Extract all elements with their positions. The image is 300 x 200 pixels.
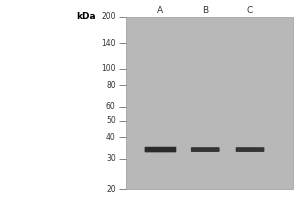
FancyBboxPatch shape — [145, 147, 176, 152]
Text: kDa: kDa — [76, 12, 96, 21]
Text: 20: 20 — [106, 185, 116, 194]
FancyBboxPatch shape — [236, 147, 264, 152]
Text: 30: 30 — [106, 154, 116, 163]
Text: 140: 140 — [101, 39, 116, 48]
Bar — [126, 17, 293, 189]
Text: 100: 100 — [101, 64, 116, 73]
Text: 50: 50 — [106, 116, 116, 125]
Text: 200: 200 — [101, 12, 116, 21]
FancyBboxPatch shape — [191, 147, 220, 152]
Text: 80: 80 — [106, 81, 116, 90]
Text: 60: 60 — [106, 102, 116, 111]
Text: 40: 40 — [106, 133, 116, 142]
Text: B: B — [202, 6, 208, 15]
Text: C: C — [247, 6, 253, 15]
Text: A: A — [158, 6, 164, 15]
